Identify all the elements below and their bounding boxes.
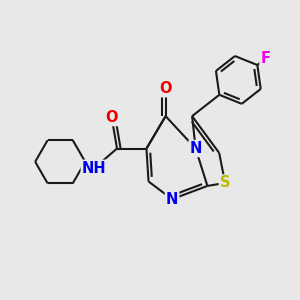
Text: NH: NH: [82, 161, 106, 176]
Text: O: O: [106, 110, 118, 125]
Text: F: F: [260, 51, 271, 66]
Text: N: N: [190, 141, 202, 156]
Text: N: N: [166, 192, 178, 207]
Text: O: O: [159, 81, 172, 96]
Text: S: S: [220, 176, 230, 190]
